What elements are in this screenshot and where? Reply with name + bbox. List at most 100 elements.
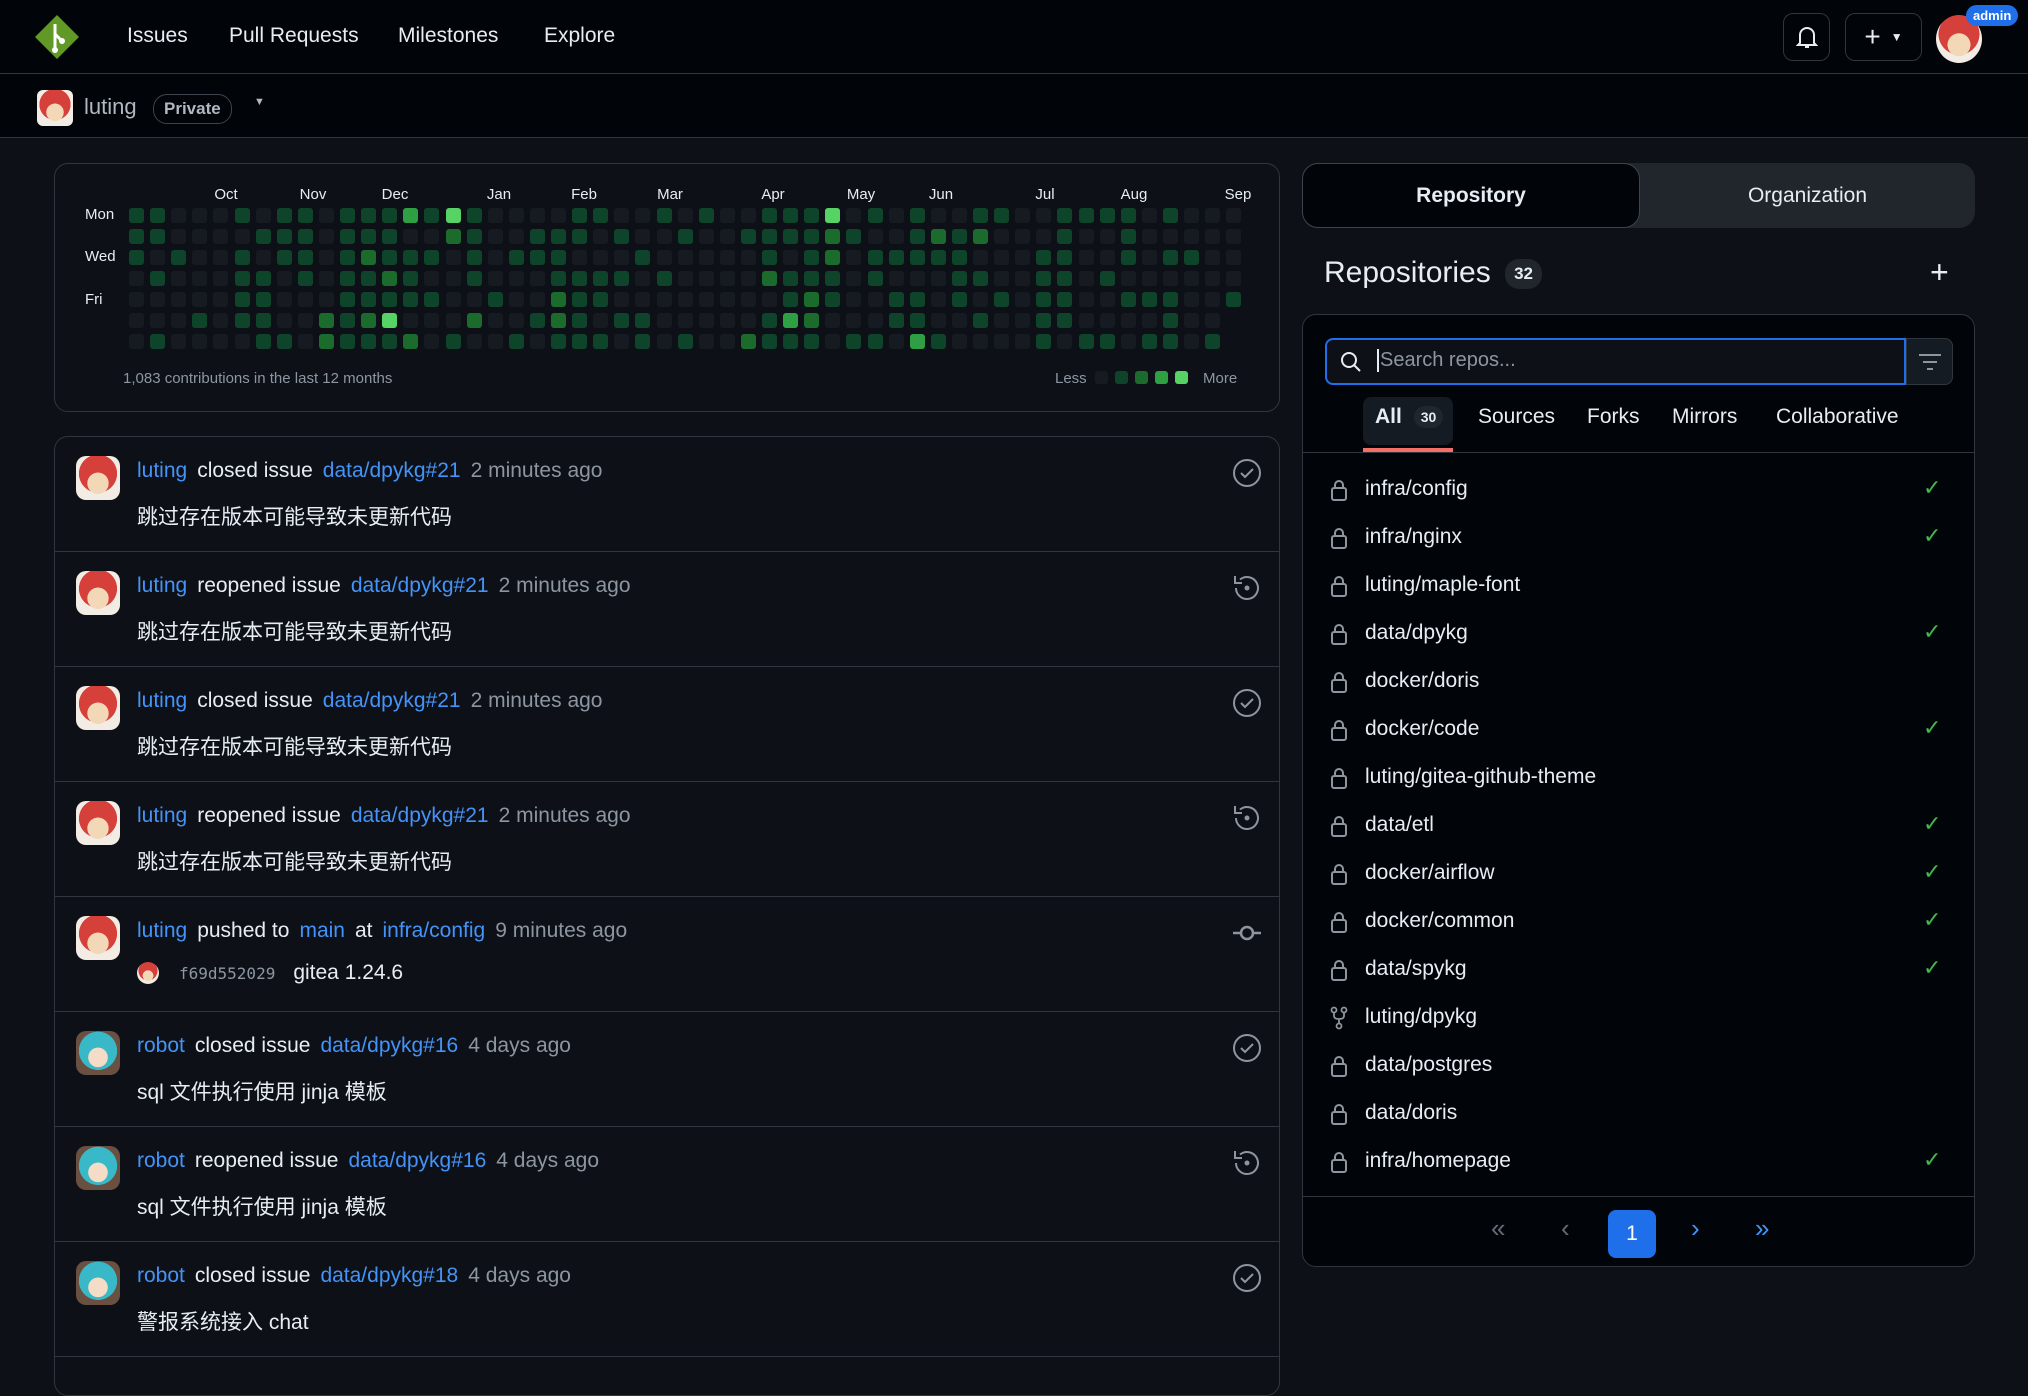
feed-user-link[interactable]: luting xyxy=(137,919,188,942)
new-repo-plus-icon[interactable]: + xyxy=(1930,254,1949,290)
heatmap-cell[interactable] xyxy=(572,271,588,286)
heatmap-cell[interactable] xyxy=(382,229,398,244)
heatmap-cell[interactable] xyxy=(403,229,419,244)
feed-avatar[interactable] xyxy=(76,801,120,845)
heatmap-cell[interactable] xyxy=(762,292,777,307)
heatmap-cell[interactable] xyxy=(1162,292,1178,307)
heatmap-cell[interactable] xyxy=(572,292,588,307)
heatmap-cell[interactable] xyxy=(403,292,419,307)
heatmap-cell[interactable] xyxy=(1226,292,1242,307)
heatmap-cell[interactable] xyxy=(994,208,1010,223)
heatmap-cell[interactable] xyxy=(297,208,313,223)
heatmap-cell[interactable] xyxy=(1015,334,1031,349)
heatmap-cell[interactable] xyxy=(804,334,820,349)
heatmap-cell[interactable] xyxy=(1184,313,1199,328)
heatmap-cell[interactable] xyxy=(487,313,503,328)
repo-item[interactable]: infra/nginx ✓ xyxy=(1303,514,1974,562)
heatmap-cell[interactable] xyxy=(1078,250,1094,265)
heatmap-cell[interactable] xyxy=(698,313,714,328)
heatmap-cell[interactable] xyxy=(192,250,208,265)
heatmap-cell[interactable] xyxy=(234,313,250,328)
heatmap-cell[interactable] xyxy=(487,292,503,307)
heatmap-cell[interactable] xyxy=(698,334,714,349)
heatmap-cell[interactable] xyxy=(340,250,355,265)
heatmap-cell[interactable] xyxy=(825,292,841,307)
repo-name-link[interactable]: docker/airflow xyxy=(1365,861,1495,884)
heatmap-cell[interactable] xyxy=(213,271,229,286)
heatmap-cell[interactable] xyxy=(529,334,545,349)
heatmap-cell[interactable] xyxy=(1184,208,1199,223)
heatmap-cell[interactable] xyxy=(867,292,883,307)
heatmap-cell[interactable] xyxy=(888,250,904,265)
heatmap-cell[interactable] xyxy=(487,334,503,349)
heatmap-cell[interactable] xyxy=(677,292,693,307)
heatmap-cell[interactable] xyxy=(403,271,419,286)
heatmap-cell[interactable] xyxy=(1141,250,1157,265)
issue-title[interactable]: 跳过存在版本可能导致未更新代码 xyxy=(137,736,452,759)
heatmap-cell[interactable] xyxy=(1141,292,1157,307)
heatmap-cell[interactable] xyxy=(740,208,756,223)
heatmap-cell[interactable] xyxy=(424,292,440,307)
heatmap-cell[interactable] xyxy=(614,229,630,244)
heatmap-cell[interactable] xyxy=(1205,229,1221,244)
heatmap-cell[interactable] xyxy=(698,208,714,223)
heatmap-cell[interactable] xyxy=(403,334,419,349)
feed-ref-link[interactable]: data/dpykg#21 xyxy=(322,689,461,712)
heatmap-cell[interactable] xyxy=(973,334,988,349)
repo-item[interactable]: docker/doris xyxy=(1303,658,1974,706)
repo-name-link[interactable]: data/etl xyxy=(1365,813,1434,836)
heatmap-cell[interactable] xyxy=(825,229,841,244)
heatmap-cell[interactable] xyxy=(1184,229,1199,244)
tab-all[interactable]: All 30 xyxy=(1375,405,1444,429)
heatmap-cell[interactable] xyxy=(1057,334,1073,349)
heatmap-cell[interactable] xyxy=(1036,313,1052,328)
heatmap-cell[interactable] xyxy=(445,208,461,223)
heatmap-cell[interactable] xyxy=(719,208,735,223)
heatmap-cell[interactable] xyxy=(171,271,187,286)
heatmap-cell[interactable] xyxy=(529,229,545,244)
heatmap-cell[interactable] xyxy=(150,229,166,244)
heatmap-cell[interactable] xyxy=(1099,334,1115,349)
heatmap-cell[interactable] xyxy=(635,313,651,328)
heatmap-cell[interactable] xyxy=(614,271,630,286)
heatmap-cell[interactable] xyxy=(572,334,588,349)
tab-sources[interactable]: Sources xyxy=(1478,405,1556,428)
heatmap-cell[interactable] xyxy=(171,292,187,307)
heatmap-cell[interactable] xyxy=(593,313,609,328)
heatmap-cell[interactable] xyxy=(635,271,651,286)
filter-button[interactable] xyxy=(1906,338,1953,385)
heatmap-cell[interactable] xyxy=(909,313,925,328)
heatmap-cell[interactable] xyxy=(719,229,735,244)
next-page-icon[interactable]: › xyxy=(1691,1213,1700,1243)
feed-ref-link[interactable]: data/dpykg#21 xyxy=(350,574,489,597)
heatmap-cell[interactable] xyxy=(403,313,419,328)
heatmap-cell[interactable] xyxy=(867,229,883,244)
heatmap-cell[interactable] xyxy=(867,271,883,286)
heatmap-cell[interactable] xyxy=(424,313,440,328)
heatmap-cell[interactable] xyxy=(1205,250,1221,265)
heatmap-cell[interactable] xyxy=(276,271,292,286)
gitea-logo-icon[interactable] xyxy=(34,14,80,60)
feed-ref-link[interactable]: data/dpykg#18 xyxy=(320,1264,459,1287)
heatmap-cell[interactable] xyxy=(529,271,545,286)
heatmap-cell[interactable] xyxy=(1141,208,1157,223)
heatmap-cell[interactable] xyxy=(276,208,292,223)
heatmap-cell[interactable] xyxy=(825,271,841,286)
heatmap-cell[interactable] xyxy=(1120,271,1136,286)
heatmap-cell[interactable] xyxy=(192,229,208,244)
heatmap-cell[interactable] xyxy=(846,208,862,223)
heatmap-cell[interactable] xyxy=(466,313,482,328)
heatmap-cell[interactable] xyxy=(276,250,292,265)
issue-title[interactable]: sql 文件执行使用 jinja 模板 xyxy=(137,1081,387,1104)
heatmap-cell[interactable] xyxy=(909,334,925,349)
heatmap-cell[interactable] xyxy=(1057,208,1073,223)
create-menu-button[interactable]: + ▼ xyxy=(1845,13,1922,61)
heatmap-cell[interactable] xyxy=(698,271,714,286)
feed-avatar[interactable] xyxy=(76,686,120,730)
repo-name-link[interactable]: data/postgres xyxy=(1365,1053,1493,1076)
heatmap-cell[interactable] xyxy=(572,229,588,244)
repo-name-link[interactable]: infra/config xyxy=(1365,477,1468,500)
heatmap-cell[interactable] xyxy=(445,334,461,349)
heatmap-cell[interactable] xyxy=(424,334,440,349)
heatmap-cell[interactable] xyxy=(551,250,566,265)
